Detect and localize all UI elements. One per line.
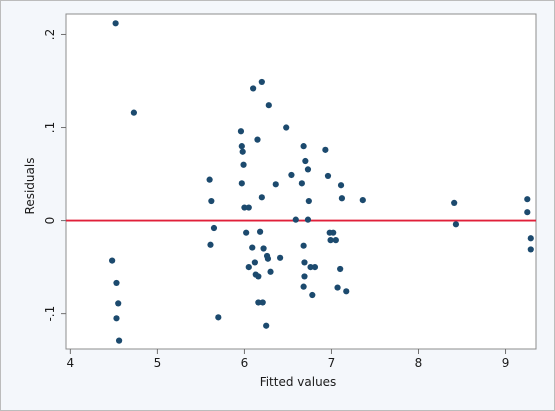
data-point bbox=[250, 85, 257, 92]
data-point bbox=[260, 245, 267, 252]
x-tick-label: 5 bbox=[154, 356, 162, 370]
data-point bbox=[304, 166, 312, 173]
data-point bbox=[283, 124, 290, 131]
data-point bbox=[298, 180, 305, 187]
data-point bbox=[115, 337, 123, 344]
data-point bbox=[302, 157, 309, 165]
data-point bbox=[451, 199, 458, 207]
data-point bbox=[249, 244, 256, 251]
data-point bbox=[300, 143, 307, 150]
data-point bbox=[241, 204, 248, 211]
data-point bbox=[277, 254, 284, 261]
x-tick-label: 7 bbox=[328, 356, 336, 370]
data-point bbox=[327, 237, 334, 244]
y-axis: -.1 0 .1 .2 bbox=[43, 29, 66, 322]
data-point bbox=[267, 268, 274, 275]
data-point bbox=[330, 229, 337, 236]
data-point bbox=[337, 182, 345, 189]
data-point bbox=[359, 197, 366, 204]
data-point bbox=[238, 143, 245, 150]
data-point bbox=[112, 20, 119, 27]
data-point bbox=[338, 195, 346, 202]
data-point bbox=[115, 300, 122, 307]
data-point bbox=[251, 259, 258, 266]
data-point bbox=[207, 241, 214, 248]
y-tick-label: 0 bbox=[43, 217, 57, 225]
data-point bbox=[255, 299, 262, 306]
data-point bbox=[322, 146, 329, 153]
data-point bbox=[307, 264, 314, 271]
x-tick-label: 9 bbox=[502, 356, 510, 370]
data-point bbox=[113, 279, 120, 287]
data-point bbox=[240, 161, 247, 168]
data-point bbox=[264, 255, 272, 262]
data-point bbox=[256, 228, 264, 235]
data-point bbox=[239, 148, 246, 155]
data-point bbox=[113, 315, 120, 322]
data-point bbox=[300, 242, 307, 249]
data-point bbox=[210, 224, 218, 232]
data-point bbox=[243, 229, 250, 236]
data-point bbox=[215, 314, 222, 321]
data-point bbox=[304, 216, 312, 223]
data-point bbox=[238, 180, 245, 187]
data-point bbox=[245, 264, 252, 271]
data-point bbox=[337, 265, 344, 273]
data-point bbox=[309, 291, 316, 299]
data-point bbox=[245, 204, 252, 211]
x-tick-label: 8 bbox=[415, 356, 423, 370]
data-point bbox=[343, 288, 350, 295]
data-point bbox=[305, 197, 312, 205]
y-axis-title: Residuals bbox=[23, 158, 37, 215]
data-point bbox=[130, 109, 137, 116]
x-axis-title: Fitted values bbox=[260, 375, 337, 389]
y-tick-label: .2 bbox=[43, 29, 57, 40]
data-point bbox=[206, 176, 213, 183]
x-tick-label: 4 bbox=[67, 356, 75, 370]
data-point bbox=[109, 257, 116, 264]
data-points bbox=[109, 20, 534, 344]
data-point bbox=[237, 128, 245, 135]
data-point bbox=[527, 235, 534, 242]
y-tick-label: .1 bbox=[43, 122, 57, 133]
data-point bbox=[300, 283, 307, 290]
data-point bbox=[524, 196, 531, 203]
data-point bbox=[524, 209, 531, 216]
data-point bbox=[265, 102, 272, 109]
y-tick-label: -.1 bbox=[43, 306, 57, 322]
data-point bbox=[254, 136, 261, 143]
data-point bbox=[259, 299, 266, 306]
data-point bbox=[258, 78, 265, 86]
data-point bbox=[527, 246, 534, 253]
data-point bbox=[288, 171, 295, 179]
data-point bbox=[255, 273, 262, 280]
data-point bbox=[208, 197, 215, 205]
data-point bbox=[334, 284, 341, 291]
data-point bbox=[452, 221, 460, 228]
data-point bbox=[301, 259, 308, 266]
data-point bbox=[272, 181, 279, 188]
data-point bbox=[311, 264, 319, 271]
data-point bbox=[292, 216, 299, 223]
x-axis: 4 5 6 7 8 9 bbox=[67, 349, 510, 370]
data-point bbox=[332, 237, 339, 244]
x-tick-label: 6 bbox=[241, 356, 249, 370]
data-point bbox=[258, 194, 265, 201]
data-point bbox=[324, 172, 332, 180]
data-point bbox=[301, 273, 308, 280]
data-point bbox=[263, 322, 270, 329]
